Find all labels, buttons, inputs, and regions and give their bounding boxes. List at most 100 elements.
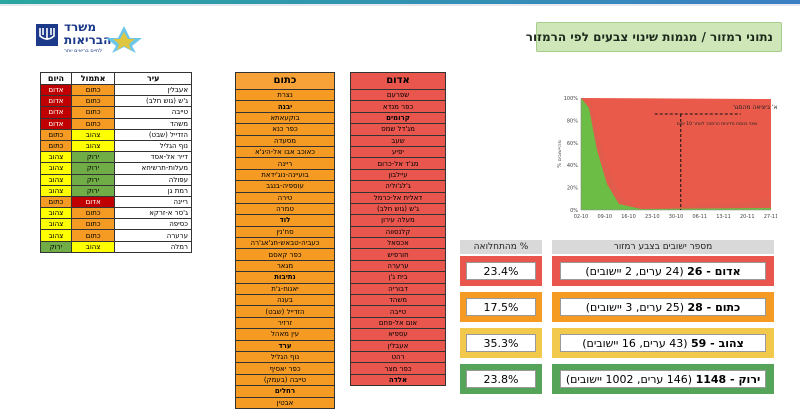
red-table-city: חורפיש	[350, 248, 446, 261]
orange-table-row: טמרה	[235, 202, 335, 216]
city-name-cell: ג'ש (גוש חלב)	[114, 95, 192, 108]
orange-table-city: לוד	[235, 214, 335, 227]
changes-table-row: צהוב כתום ערערה	[40, 229, 192, 242]
today-color-cell: צהוב	[40, 184, 72, 197]
changes-table-row: צהוב ירוק מעלות-תרשיחא	[40, 162, 192, 175]
menorah-icon	[36, 24, 58, 46]
red-table-row: יפיע	[350, 145, 446, 159]
orange-table-city: זרזיר	[235, 316, 335, 330]
red-table-row: קרומים	[350, 111, 446, 125]
yesterday-color-cell: כתום	[70, 95, 116, 108]
orange-table-row: רחלים	[235, 385, 335, 398]
today-color-cell: כתום	[40, 139, 72, 153]
changes-table-row: ירוק צהוב רמלה	[40, 240, 192, 253]
red-table-city: קלנסווה	[350, 225, 446, 239]
changes-table: היום אתמול עיר אדום כתום אעבלין אדום כתום ג'ש…	[40, 72, 192, 253]
chart-y-tick-label: 80%	[567, 118, 578, 124]
changes-table-row: אדום כתום אעבלין	[40, 83, 192, 97]
orange-table-row: יבנה	[235, 100, 335, 113]
orange-table-city: כפר כנא	[235, 123, 335, 136]
orange-table-row: אבטין	[235, 396, 335, 409]
summary-count-text: צהוב - 59 (43 ערים, 16 יישובים)	[560, 334, 766, 352]
red-table-row: כפר מצר	[350, 362, 446, 375]
summary-color-label: צהוב - 59	[691, 336, 744, 350]
today-color-cell: ירוק	[40, 240, 72, 253]
orange-table-city: טירה	[235, 191, 335, 204]
page-title-text: נתוני רמזור / מגמות שינוי צבעים לפי הרמז…	[525, 30, 773, 44]
orange-table-row: מגאר	[235, 259, 335, 273]
red-table-row: ג'ש (גוש חלב)	[350, 202, 446, 216]
orange-table-city: מסעדה	[235, 134, 335, 147]
chart-x-tick-label: 23-10	[645, 214, 660, 220]
summary-color-label: אדום - 26	[687, 264, 741, 278]
orange-table-city: נצרת	[235, 88, 335, 102]
orange-table-city: נתיבות	[235, 271, 335, 284]
changes-table-header: היום אתמול עיר	[40, 72, 192, 85]
red-table-city: קרומים	[350, 111, 446, 125]
summary-count-box: צהוב - 59 (43 ערים, 16 יישובים)	[552, 328, 774, 358]
orange-table-row: נצרת	[235, 88, 335, 102]
yesterday-color-cell: כתום	[70, 106, 116, 119]
chart-x-tick-label: 27-11	[764, 214, 777, 220]
changes-table-row: כתום צהוב נוף הגליל	[40, 139, 192, 153]
today-color-cell: צהוב	[40, 162, 72, 175]
orange-table-city: טייבה (בעמק)	[235, 373, 335, 387]
red-table-row: דאלית אל-כרמל	[350, 191, 446, 204]
red-table-city: אכסאל	[350, 237, 446, 250]
summary-pct-value: 17.5%	[466, 298, 536, 316]
star-icon	[106, 26, 142, 53]
red-table-row: ג'לג'וליה	[350, 180, 446, 193]
orange-table-city: עין מאהל	[235, 328, 335, 341]
orange-table-row: זרזיר	[235, 316, 335, 330]
summary-pct-value: 23.4%	[466, 262, 536, 280]
orange-table-city: מגאר	[235, 259, 335, 273]
orange-table-row: סח'נין	[235, 225, 335, 239]
yesterday-color-cell: ירוק	[70, 162, 116, 175]
city-name-cell: ריינה	[114, 195, 192, 209]
today-color-cell: צהוב	[40, 151, 72, 164]
chart-x-tick-label: 16-10	[621, 214, 636, 220]
orange-table-city: עוספיה-בנגב	[235, 180, 335, 193]
city-name-cell: ג'סר א-זרקא	[114, 207, 192, 220]
city-name-cell: כסיפה	[114, 218, 192, 231]
orange-table-city: בענה	[235, 294, 335, 307]
yesterday-color-cell: אדום	[70, 195, 116, 209]
orange-table-row: כאוכב אבו אל-היג'א	[235, 145, 335, 159]
orange-table-row: יאנוח-ג'ת	[235, 282, 335, 296]
city-name-cell: נוף הגליל	[114, 139, 192, 153]
summary-pct-box: 35.3%	[460, 328, 542, 358]
today-color-cell: כתום	[40, 128, 72, 141]
chart-annotation: שלב א' ביציאה מהסגר	[733, 104, 777, 111]
summary-count-box: ירוק - 1148 (146 ערים, 1002 יישובים)	[552, 364, 774, 394]
red-table-city: ג'לג'וליה	[350, 180, 446, 193]
yesterday-color-cell: ירוק	[70, 151, 116, 164]
today-color-cell: צהוב	[40, 173, 72, 186]
header-yesterday: אתמול	[70, 72, 116, 85]
orange-table-header: כתום	[235, 72, 335, 90]
orange-table-row: מסעדה	[235, 134, 335, 147]
today-color-cell: אדום	[40, 106, 72, 119]
chart-y-axis-label: % מהיישובים	[557, 140, 563, 167]
chart-y-tick-label: 60%	[567, 141, 578, 147]
red-table-city: דבוריה	[350, 282, 446, 296]
chart-x-tick-label: 09-10	[597, 214, 612, 220]
city-name-cell: טייבה	[114, 106, 192, 119]
today-color-cell: צהוב	[40, 229, 72, 242]
changes-table-row: צהוב ירוק דייר אל-אסד	[40, 151, 192, 164]
red-table-row: עספיא	[350, 328, 446, 341]
changes-table-row: צהוב ירוק רמת גן	[40, 184, 192, 197]
today-color-cell: אדום	[40, 83, 72, 97]
yesterday-color-cell: צהוב	[70, 240, 116, 253]
orange-table-city: אבטין	[235, 396, 335, 409]
top-accent-bar	[0, 0, 800, 4]
top-accent-line	[0, 4, 800, 6]
red-table-row: דבוריה	[350, 282, 446, 296]
orange-table-row: ריינה	[235, 157, 335, 170]
chart-y-tick-label: 0%	[570, 208, 578, 214]
ministry-name-line2: הבריאות	[64, 33, 112, 47]
chart-x-tick-label: 20-11	[740, 214, 755, 220]
orange-table-row: בועיינה-נוג'ידאת	[235, 168, 335, 182]
orange-table-city: יבנה	[235, 100, 335, 113]
chart-y-tick-label: 100%	[564, 96, 579, 102]
orange-table-city: יאנוח-ג'ת	[235, 282, 335, 296]
